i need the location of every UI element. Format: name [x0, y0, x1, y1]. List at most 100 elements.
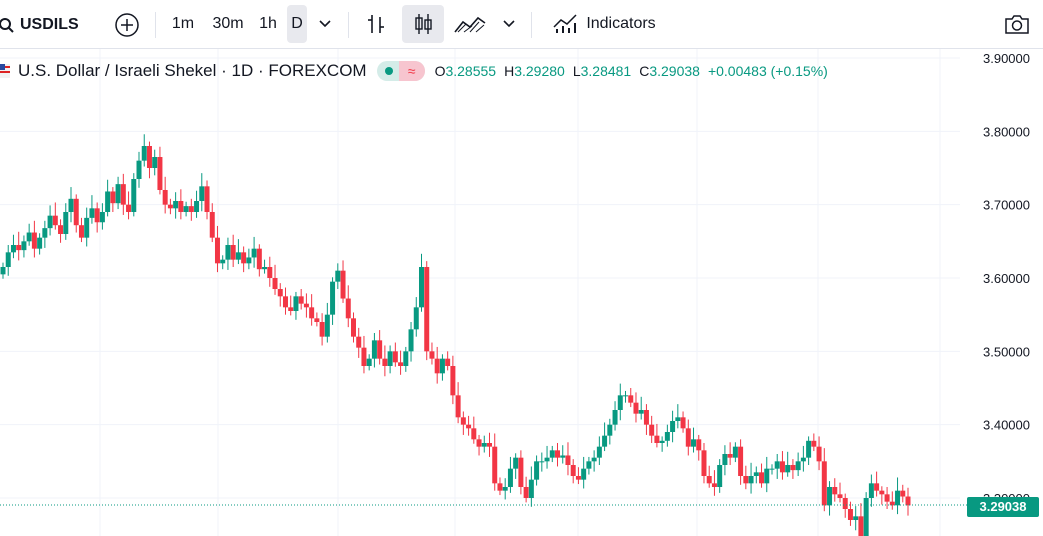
candle [246, 248, 252, 270]
candle [837, 482, 843, 503]
chevron-down-icon[interactable] [503, 20, 515, 28]
candle [654, 423, 660, 448]
symbol-label[interactable]: USDILS [20, 15, 79, 33]
chart-type-dropdown[interactable] [497, 5, 521, 43]
chart-legend: U.S. Dollar / Israeli Shekel · 1D · FORE… [0, 60, 828, 82]
candle [785, 451, 791, 477]
interval-1m[interactable]: 1m [166, 5, 200, 43]
candle [847, 501, 853, 526]
us-flag-icon [0, 64, 10, 78]
bar-chart-icon[interactable] [365, 13, 387, 35]
candle [717, 459, 723, 493]
candle [418, 253, 424, 312]
change-value: +0.00483 (+0.15%) [707, 63, 828, 79]
candle [455, 382, 461, 424]
candle [387, 345, 393, 374]
candle [361, 335, 367, 374]
candle [350, 312, 356, 343]
candle [827, 481, 833, 516]
candle [26, 223, 32, 246]
add-symbol-button[interactable] [114, 0, 140, 49]
candle-chart-icon[interactable] [412, 12, 434, 36]
candle [889, 491, 895, 510]
candle [696, 434, 702, 461]
high-label: H [504, 63, 515, 79]
low-label: L [572, 63, 581, 79]
area-chart-icon[interactable] [454, 14, 486, 34]
candle [691, 427, 697, 453]
candle [570, 459, 576, 484]
candle [659, 436, 665, 452]
candle [612, 401, 618, 431]
indicators-icon[interactable] [552, 13, 578, 35]
camera-icon[interactable] [1004, 13, 1030, 35]
snapshot-button[interactable] [1000, 5, 1034, 43]
toolbar-divider [348, 12, 349, 38]
candle [575, 467, 581, 485]
candle [727, 442, 733, 465]
candle [267, 256, 273, 287]
candle [209, 203, 215, 243]
candle [345, 285, 351, 328]
candle [324, 302, 330, 343]
candle [94, 202, 100, 233]
candle [377, 330, 383, 365]
candle [874, 471, 880, 497]
interval-d[interactable]: D [287, 5, 307, 43]
candle [471, 416, 477, 444]
candle [340, 260, 346, 303]
candlestick-chart[interactable]: 3.90000 3.80000 3.70000 3.60000 3.50000 3.400… [0, 49, 1043, 536]
last-price-label: 3.29038 [967, 497, 1039, 517]
chart-grid [0, 49, 960, 536]
candle [408, 322, 414, 362]
candles [0, 134, 967, 536]
approx-icon: ≈ [398, 61, 425, 81]
market-status-badge[interactable]: ≈ [376, 61, 425, 81]
candle [560, 445, 566, 464]
candle [466, 415, 472, 436]
interval-1h[interactable]: 1h [253, 5, 283, 43]
candle [544, 445, 550, 469]
chevron-down-icon[interactable] [319, 20, 331, 28]
candle [868, 474, 874, 507]
bar-chart-button[interactable] [360, 5, 392, 43]
interval-30m[interactable]: 30m [206, 5, 250, 43]
candle [638, 396, 644, 420]
candle [167, 198, 173, 215]
candle [821, 448, 827, 512]
candle [664, 424, 670, 447]
candle [356, 327, 362, 358]
candle [534, 455, 540, 486]
candle [398, 350, 404, 375]
candle [199, 173, 205, 212]
candle [487, 432, 493, 457]
candle [460, 411, 466, 435]
candle [492, 433, 498, 491]
add-symbol-icon[interactable] [114, 12, 140, 38]
candle [84, 207, 90, 247]
symbol-search[interactable]: USDILS [0, 0, 79, 49]
candle [675, 404, 681, 429]
candle [68, 187, 74, 223]
candle [518, 450, 524, 495]
candle [47, 205, 53, 236]
candle [434, 346, 440, 384]
candle-chart-button[interactable] [402, 5, 444, 43]
candle [581, 456, 587, 489]
candle [52, 202, 58, 230]
candle [413, 297, 419, 337]
candle [513, 453, 519, 479]
interval-1m-label: 1m [171, 15, 195, 32]
search-icon[interactable] [0, 17, 14, 33]
candle [272, 264, 278, 295]
indicators-button[interactable]: Indicators [544, 5, 664, 43]
y-tick-label: 3.70000 [983, 198, 1030, 213]
interval-dropdown[interactable] [313, 5, 337, 43]
candle [424, 261, 430, 361]
candle [774, 454, 780, 479]
area-chart-button[interactable] [452, 5, 488, 43]
candle [853, 506, 859, 531]
candle [900, 484, 906, 503]
candle [633, 392, 639, 423]
price-axis[interactable]: 3.90000 3.80000 3.70000 3.60000 3.50000 3.400… [983, 51, 1030, 506]
